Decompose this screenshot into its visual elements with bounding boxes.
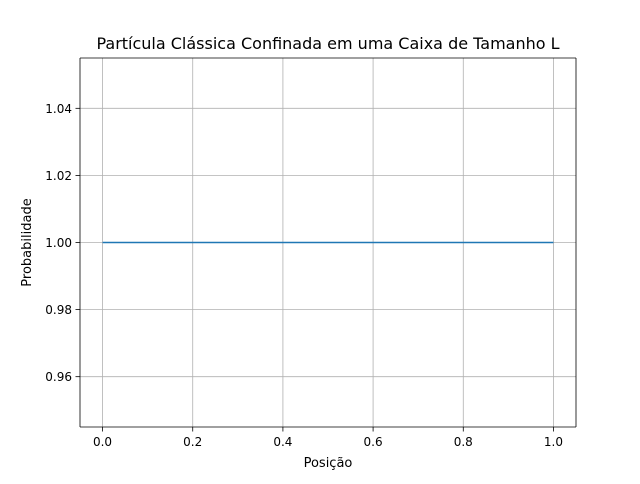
x-tick-label: 0.0 bbox=[93, 435, 112, 449]
chart-title: Partícula Clássica Confinada em uma Caix… bbox=[96, 34, 559, 53]
x-tick-label: 0.4 bbox=[273, 435, 292, 449]
y-tick-label: 0.96 bbox=[45, 370, 72, 384]
y-tick-label: 1.00 bbox=[45, 236, 72, 250]
x-tick-label: 1.0 bbox=[544, 435, 563, 449]
y-tick-label: 1.04 bbox=[45, 102, 72, 116]
x-tick-label: 0.6 bbox=[364, 435, 383, 449]
y-tick-label: 0.98 bbox=[45, 303, 72, 317]
y-tick-label: 1.02 bbox=[45, 169, 72, 183]
y-axis-label: Probabilidade bbox=[20, 198, 35, 286]
x-tick-label: 0.8 bbox=[454, 435, 473, 449]
axes: 0.0 0.2 0.4 0.6 0.8 1.0 0.96 0.98 1.00 1.02 1.04 bbox=[45, 57, 577, 449]
x-tick-label: 0.2 bbox=[183, 435, 202, 449]
x-axis-label: Posição bbox=[304, 456, 353, 471]
